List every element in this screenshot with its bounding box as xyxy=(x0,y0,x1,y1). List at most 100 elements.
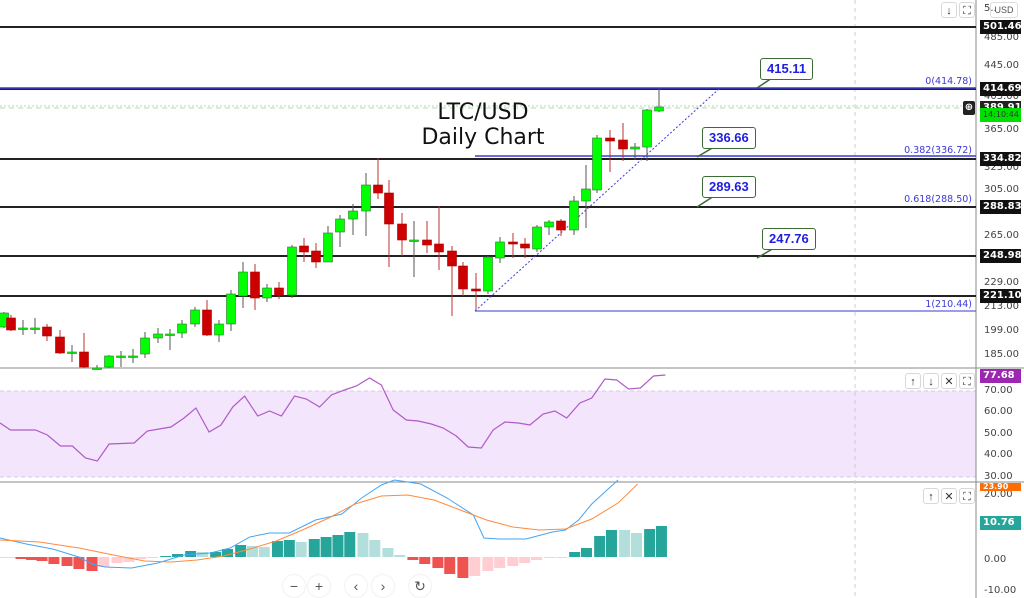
macd-tick: -10.00 xyxy=(984,585,1017,596)
rsi-move-up-button[interactable]: ↑ xyxy=(905,373,921,389)
candle-body xyxy=(6,317,16,331)
level-price-badge: 501.46 xyxy=(980,20,1022,34)
close-icon: ✕ xyxy=(944,491,954,503)
level-price-badge: 334.82 xyxy=(980,152,1022,166)
minus-icon: − xyxy=(289,578,299,594)
signal-value-badge: 23.90 xyxy=(980,483,1021,491)
candle-body xyxy=(384,192,394,225)
macd-histogram-bar xyxy=(308,539,320,557)
scroll-down-button[interactable]: ↓ xyxy=(941,2,957,18)
candle-body xyxy=(592,137,602,191)
candle-body xyxy=(55,336,65,354)
currency-button[interactable]: USD xyxy=(990,2,1018,18)
chevron-left-icon: ‹ xyxy=(353,578,359,594)
macd-histogram-bar xyxy=(519,557,531,563)
macd-histogram-bar xyxy=(271,541,283,557)
candle-body xyxy=(618,139,628,150)
candle-body xyxy=(361,184,371,212)
macd-move-up-button[interactable]: ↑ xyxy=(923,488,939,504)
candle-body xyxy=(177,323,187,334)
candle-body xyxy=(397,223,407,241)
candle-body xyxy=(581,188,591,202)
macd-tick: 0.00 xyxy=(984,554,1007,565)
reset-icon: ↻ xyxy=(414,578,426,594)
macd-histogram-bar xyxy=(605,530,617,557)
level-price-badge: 288.83 xyxy=(980,200,1022,214)
macd-histogram-bar xyxy=(98,557,110,567)
zoom-out-button[interactable]: − xyxy=(283,575,305,597)
rsi-tick: 50.00 xyxy=(984,428,1013,439)
chevron-right-icon: › xyxy=(380,578,386,594)
plus-icon: + xyxy=(314,578,324,594)
macd-histogram-bar xyxy=(123,557,135,562)
macd-histogram-bar xyxy=(619,530,631,557)
price-callout: 247.76 xyxy=(762,228,816,250)
arrow-down-icon: ↓ xyxy=(946,5,952,17)
candle-body xyxy=(311,250,321,263)
arrow-up-icon: ↑ xyxy=(910,376,916,388)
macd-histogram-bar xyxy=(544,557,556,558)
maximize-icon: ⛶ xyxy=(963,5,971,17)
rsi-maximize-button[interactable]: ⛶ xyxy=(959,373,975,389)
macd-histogram-bar xyxy=(15,557,27,559)
macd-histogram-bar xyxy=(344,532,356,557)
candle-body xyxy=(165,333,175,336)
candle-body xyxy=(544,221,554,228)
maximize-icon: ⛶ xyxy=(963,491,971,503)
macd-histogram-bar xyxy=(457,557,469,578)
price-tick: 485.00 xyxy=(984,32,1019,43)
price-tick: 213.00 xyxy=(984,301,1019,312)
candle-body xyxy=(274,287,284,296)
candle-body xyxy=(373,184,383,194)
macd-histogram-bar xyxy=(580,548,592,557)
candle-body xyxy=(153,333,163,339)
candle-body xyxy=(520,243,530,249)
macd-histogram-bar xyxy=(111,557,123,563)
candle-body xyxy=(495,241,505,259)
maximize-icon: ⛶ xyxy=(963,376,971,388)
chart-title-line1: LTC/USD xyxy=(437,100,529,125)
macd-histogram-bar xyxy=(531,557,543,560)
fib-level-label: 1(210.44) xyxy=(925,299,972,310)
price-tick: 325.00 xyxy=(984,162,1019,173)
macd-tick: 20.00 xyxy=(984,489,1013,500)
candle-body xyxy=(30,327,40,330)
close-icon: ✕ xyxy=(944,376,954,388)
candle-body xyxy=(226,293,236,325)
price-callout: 289.63 xyxy=(702,176,756,198)
price-tick: 199.00 xyxy=(984,325,1019,336)
macd-histogram-bar xyxy=(357,533,369,557)
price-callout: 415.11 xyxy=(760,58,814,80)
macd-histogram-bar xyxy=(332,535,344,557)
add-alert-icon[interactable]: ⊕ xyxy=(963,101,975,115)
macd-histogram-bar xyxy=(320,537,332,557)
candle-body xyxy=(250,271,260,299)
candle-body xyxy=(422,239,432,246)
zoom-in-button[interactable]: + xyxy=(308,575,330,597)
scroll-forward-button[interactable]: › xyxy=(372,575,394,597)
fib-trend-line xyxy=(474,87,721,312)
macd-histogram-bar xyxy=(160,556,172,557)
macd-histogram-bar xyxy=(369,540,381,557)
macd-histogram-bar xyxy=(5,557,17,558)
macd-histogram-bar xyxy=(507,557,519,566)
reset-chart-button[interactable]: ↻ xyxy=(409,575,431,597)
macd-value-badge: 10.76 xyxy=(980,516,1021,530)
arrow-up-icon: ↑ xyxy=(928,491,934,503)
macd-close-button[interactable]: ✕ xyxy=(941,488,957,504)
rsi-close-button[interactable]: ✕ xyxy=(941,373,957,389)
price-tick: 445.00 xyxy=(984,60,1019,71)
macd-histogram-bar xyxy=(73,557,85,569)
macd-maximize-button[interactable]: ⛶ xyxy=(959,488,975,504)
macd-histogram-bar xyxy=(26,557,38,560)
maximize-button[interactable]: ⛶ xyxy=(959,2,975,18)
rsi-move-down-button[interactable]: ↓ xyxy=(923,373,939,389)
macd-histogram-bar xyxy=(135,557,147,559)
macd-histogram-bar xyxy=(494,557,506,568)
scroll-back-button[interactable]: ‹ xyxy=(345,575,367,597)
rsi-line xyxy=(0,374,666,462)
fib-level-label: 0.618(288.50) xyxy=(904,194,972,205)
candle-body xyxy=(42,326,52,337)
price-tick: 229.00 xyxy=(984,277,1019,288)
